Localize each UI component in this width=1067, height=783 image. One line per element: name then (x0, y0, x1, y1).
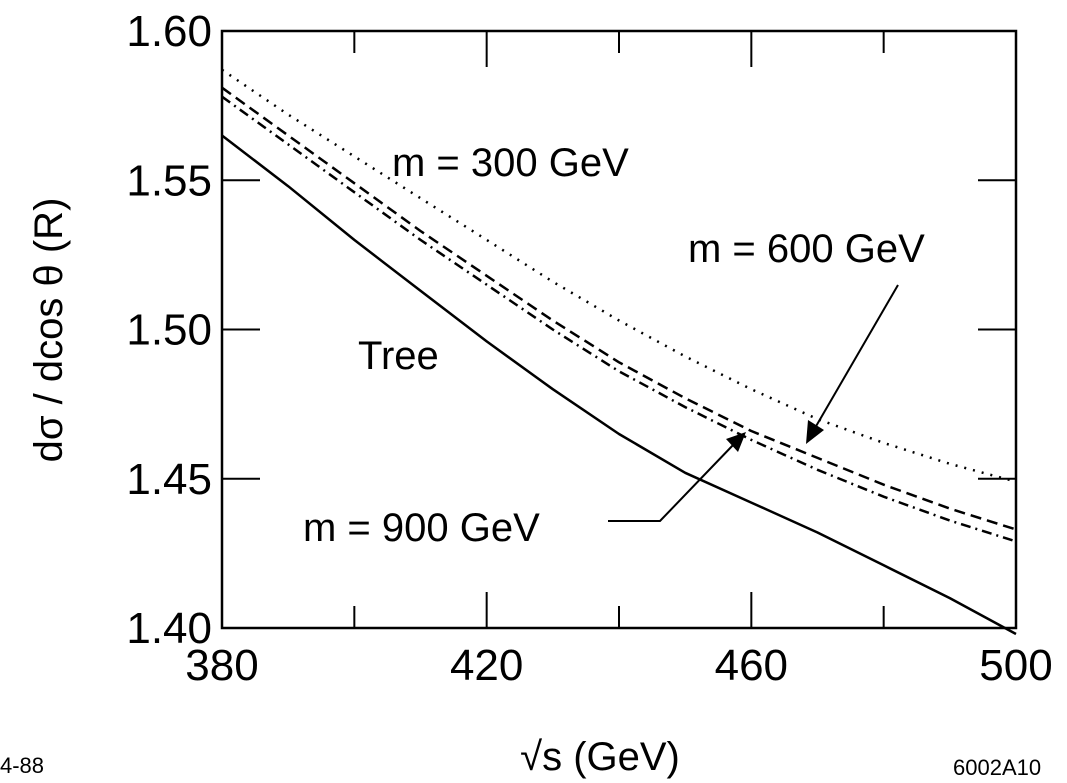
annotation-tree: Tree (358, 334, 439, 378)
annotation-m300: m = 300 GeV (392, 141, 629, 185)
x-tick-label: 500 (979, 641, 1052, 690)
y-tick-label: 1.40 (126, 604, 212, 653)
series-line-m-600-gev (221, 86, 1017, 531)
annotation-m900: m = 900 GeV (303, 506, 540, 550)
y-tick-label: 1.60 (126, 7, 212, 56)
figure-code-right: 6002A10 (953, 755, 1042, 780)
arrow-m900-head (726, 432, 746, 452)
series-line-m-300-gev (221, 68, 1017, 483)
tick-labels: 380 420 460 500 1.40 1.45 1.50 1.55 1.60 (126, 7, 1052, 690)
arrow-m600-head (806, 420, 824, 444)
series-line-tree (221, 134, 1017, 636)
arrow-m600 (806, 284, 899, 444)
x-tick-label: 380 (185, 641, 258, 690)
figure-code-left: 4-88 (0, 753, 45, 778)
x-tick-label: 420 (450, 641, 523, 690)
series-lines (221, 68, 1017, 636)
x-tick-label: 460 (715, 641, 788, 690)
y-tick-label: 1.55 (126, 156, 212, 205)
y-axis-label: dσ / dcos θ (R) (27, 198, 71, 463)
y-tick-label: 1.50 (126, 306, 212, 355)
y-tick-label: 1.45 (126, 455, 212, 504)
annotation-m600: m = 600 GeV (688, 227, 925, 271)
series-line-m-900-gev (221, 95, 1017, 543)
arrow-m900 (608, 432, 746, 522)
x-axis-label: √s (GeV) (520, 735, 680, 779)
